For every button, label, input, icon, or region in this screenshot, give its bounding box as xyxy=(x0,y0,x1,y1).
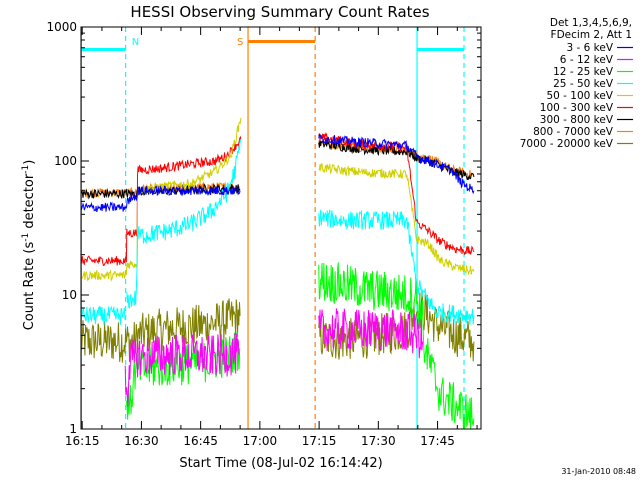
x-tick-label-2: 16:45 xyxy=(183,434,218,448)
series-line-3-2 xyxy=(318,209,475,325)
series-line-3-0 xyxy=(81,305,127,326)
x-tick-label-3: 17:00 xyxy=(243,434,278,448)
x-tick-label-5: 17:30 xyxy=(361,434,396,448)
series-25-50keV xyxy=(81,139,475,326)
legend-label-8: 7000 - 20000 keV xyxy=(520,138,614,150)
series-line-0-1 xyxy=(318,133,475,195)
plot-frame xyxy=(80,26,482,430)
mode-label-1: S xyxy=(237,37,243,48)
series-100-300keV xyxy=(81,131,475,266)
x-axis: 16:15 16:30 16:45 17:00 17:15 17:30 17:45 xyxy=(65,27,478,448)
y-tick-label-1: 10 xyxy=(62,288,77,302)
series-3-6keV xyxy=(81,133,475,213)
legend-label-1: 6 - 12 keV xyxy=(560,54,614,66)
x-tick-label-4: 17:15 xyxy=(302,434,337,448)
date-stamp: 31-Jan-2010 08:48 xyxy=(561,467,636,476)
mode-label-0: N xyxy=(132,37,139,48)
y-axis-label-sup1: -1 xyxy=(21,233,31,242)
legend-label-2: 12 - 25 keV xyxy=(553,66,614,78)
series-line-5-1 xyxy=(318,131,475,256)
series-line-3-1 xyxy=(126,139,242,309)
legend-label-4: 50 - 100 keV xyxy=(546,90,613,102)
series-line-1-1 xyxy=(318,308,424,359)
legend-label-3: 25 - 50 keV xyxy=(553,78,614,90)
legend-label-6: 300 - 800 keV xyxy=(540,114,614,126)
series-line-1-0 xyxy=(124,333,240,407)
y-axis-label-sup2: -1 xyxy=(21,165,31,174)
y-axis: 1 10 100 1000 xyxy=(46,20,481,436)
y-tick-label-2: 100 xyxy=(54,154,77,168)
series-line-4-0 xyxy=(81,117,242,282)
series-line-4-1 xyxy=(318,162,475,276)
series-line-0-0 xyxy=(81,185,241,213)
series-line-2-1 xyxy=(318,262,475,429)
legend: Det 1,3,4,5,6,9,FDecim 2, Att 13 - 6 keV… xyxy=(520,17,633,150)
x-tick-label-6: 17:45 xyxy=(420,434,455,448)
series-line-8-0 xyxy=(81,298,241,363)
y-axis-label-mid: detector xyxy=(22,173,37,233)
x-axis-label: Start Time (08-Jul-02 16:14:42) xyxy=(179,456,382,471)
legend-label-7: 800 - 7000 keV xyxy=(533,126,614,138)
legend-header-0: Det 1,3,4,5,6,9, xyxy=(550,17,632,29)
chart-title: HESSI Observing Summary Count Rates xyxy=(130,3,429,21)
y-axis-label-end: ) xyxy=(22,160,37,165)
y-tick-label-0: 1 xyxy=(69,422,77,436)
legend-label-0: 3 - 6 keV xyxy=(566,42,613,54)
y-axis-label-main: Count Rate (s xyxy=(22,242,37,331)
y-tick-label-3: 1000 xyxy=(46,20,77,34)
series-6-12keV xyxy=(124,308,424,407)
series-line-5-0 xyxy=(81,135,242,266)
y-axis-label: Count Rate (s-1 detector-1) xyxy=(21,160,37,331)
x-tick-label-0: 16:15 xyxy=(65,434,100,448)
legend-header-1: FDecim 2, Att 1 xyxy=(551,29,632,41)
series-50-100keV xyxy=(81,117,475,282)
legend-label-5: 100 - 300 keV xyxy=(540,102,614,114)
x-tick-label-1: 16:30 xyxy=(124,434,159,448)
